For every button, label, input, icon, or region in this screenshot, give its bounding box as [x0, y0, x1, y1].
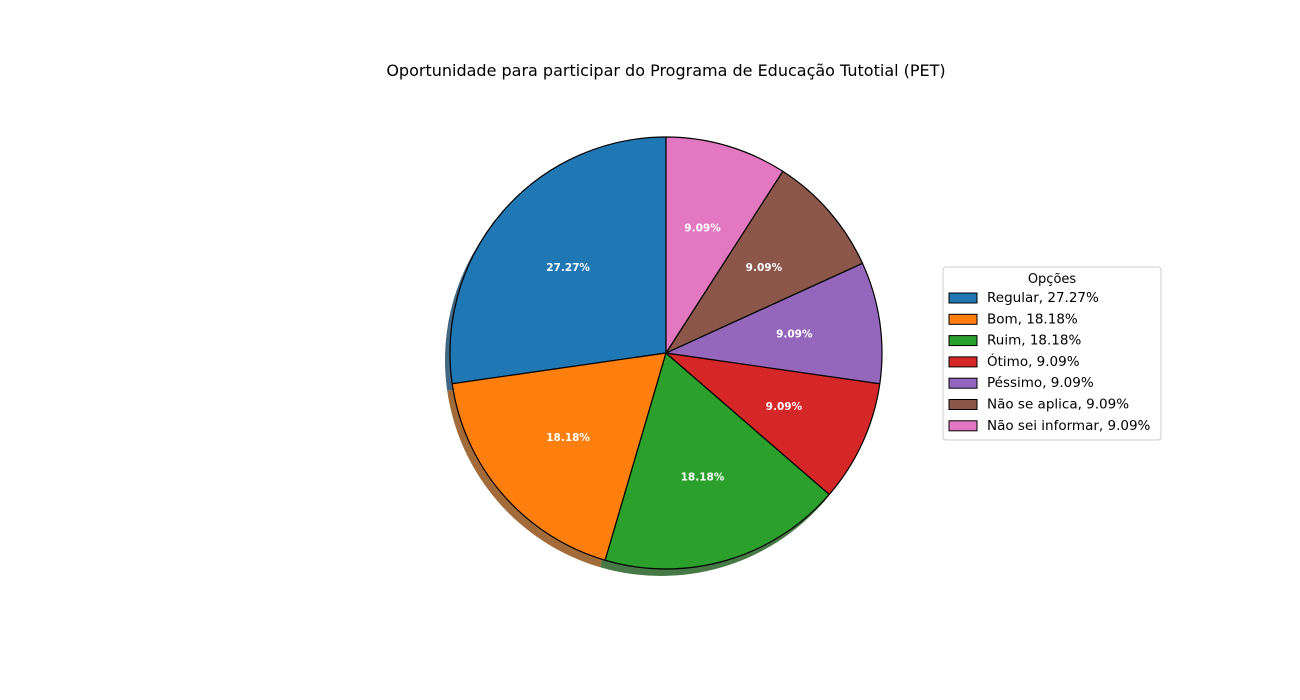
legend-swatch-nao-sei-informar [948, 420, 978, 432]
legend-label-otimo: Ótimo, 9.09% [987, 352, 1080, 370]
legend-label-nao-sei-informar: Não sei informar, 9.09% [987, 418, 1151, 434]
legend-frame [942, 266, 1162, 441]
slice-label-otimo: 9.09% [766, 401, 803, 413]
legend-swatch-ruim [948, 335, 978, 347]
pie-percent-labels: 27.27% 18.18% 18.18% 9.09% 9.09% 9.09% 9.09% [546, 223, 813, 484]
legend-title: Opções [1028, 272, 1077, 287]
legend-label-bom: Bom, 18.18% [987, 311, 1078, 327]
slice-label-bom: 18.18% [546, 432, 590, 444]
legend-label-pessimo: Péssimo, 9.09% [987, 375, 1094, 391]
legend-label-nao-se-aplica: Não se aplica, 9.09% [987, 397, 1129, 413]
slice-otimo [665, 352, 881, 496]
slice-label-nao-sei-informar: 9.09% [684, 223, 721, 235]
slice-regular [449, 136, 667, 385]
legend-swatch-otimo [948, 356, 978, 368]
legend: Opções Regular, 27.27% Bom, 18.18% Ruim, 1… [942, 266, 1162, 441]
slice-pessimo [665, 262, 883, 385]
slice-ruim [604, 352, 830, 570]
slice-nao-sei-informar [665, 136, 784, 354]
chart-title: Oportunidade para participar do Programa… [386, 61, 945, 80]
legend-label-ruim: Ruim, 18.18% [987, 333, 1081, 349]
legend-items: Regular, 27.27% Bom, 18.18% Ruim, 18.18% Ót… [948, 290, 1151, 434]
legend-swatch-nao-se-aplica [948, 399, 978, 410]
slice-bom [451, 352, 667, 561]
slice-label-nao-se-aplica: 9.09% [746, 262, 783, 274]
legend-swatch-bom [948, 313, 978, 325]
legend-swatch-pessimo [948, 377, 978, 389]
slice-label-regular: 27.27% [546, 262, 590, 274]
slice-label-pessimo: 9.09% [776, 329, 813, 341]
legend-label-regular: Regular, 27.27% [987, 290, 1099, 306]
slice-nao-se-aplica [665, 170, 864, 354]
pie-slices [449, 136, 883, 570]
slice-label-ruim: 18.18% [681, 471, 725, 483]
legend-swatch-regular [948, 292, 978, 304]
